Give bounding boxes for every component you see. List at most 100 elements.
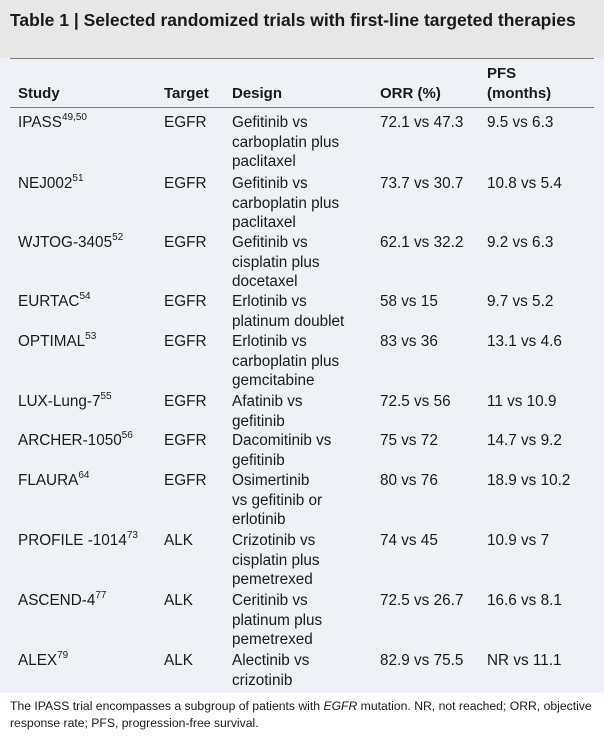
cell-design-line: cisplatin plus bbox=[232, 551, 320, 569]
cell-design-line: crizotinib bbox=[232, 671, 293, 689]
cell-design-line: cisplatin plus bbox=[232, 253, 320, 271]
study-reference: 53 bbox=[85, 330, 97, 342]
cell-study: WJTOG-340552 bbox=[18, 231, 124, 253]
cell-design-line: vs gefitinib or bbox=[232, 491, 323, 509]
cell-design-line: Gefitinib vs bbox=[232, 175, 308, 192]
cell-target: EGFR bbox=[164, 114, 207, 131]
study-name: ASCEND-4 bbox=[18, 592, 96, 609]
cell-target: EGFR bbox=[164, 293, 207, 310]
cell-design-line: docetaxel bbox=[232, 273, 298, 291]
cell-target: EGFR bbox=[164, 175, 207, 192]
cell-design-line: platinum doublet bbox=[232, 312, 345, 330]
footnote-part1: The IPASS trial encompasses a subgroup o… bbox=[10, 699, 324, 713]
cell-study: OPTIMAL53 bbox=[18, 330, 97, 352]
study-reference: 77 bbox=[95, 589, 107, 601]
cell-orr: 72.5 vs 56 bbox=[380, 393, 451, 410]
cell-pfs: 18.9 vs 10.2 bbox=[487, 472, 571, 489]
top-rule bbox=[10, 58, 594, 59]
cell-pfs: 9.2 vs 6.3 bbox=[487, 234, 554, 251]
table-title: Table 1 | Selected randomized trials wit… bbox=[10, 10, 576, 30]
header-orr: ORR (%) bbox=[380, 85, 441, 102]
cell-orr: 82.9 vs 75.5 bbox=[380, 652, 464, 669]
cell-orr: 80 vs 76 bbox=[380, 472, 438, 489]
cell-study: IPASS49,50 bbox=[18, 111, 87, 133]
cell-target: EGFR bbox=[164, 432, 207, 449]
cell-target: EGFR bbox=[164, 393, 207, 410]
table-body-area: Study Target Design ORR (%) PFS (months)… bbox=[0, 58, 604, 693]
cell-pfs: 13.1 vs 4.6 bbox=[487, 333, 562, 350]
cell-design-line: Dacomitinib vs bbox=[232, 432, 332, 449]
header-pfs-unit: (months) bbox=[487, 85, 552, 102]
footnote-part2: mutation. NR, not reached; ORR, objectiv… bbox=[10, 699, 592, 730]
cell-pfs: 10.9 vs 7 bbox=[487, 532, 550, 549]
cell-pfs: 11 vs 10.9 bbox=[487, 393, 557, 410]
study-reference: 56 bbox=[121, 429, 133, 441]
footnote-italic: EGFR bbox=[323, 699, 358, 713]
cell-target: EGFR bbox=[164, 333, 207, 350]
study-reference: 64 bbox=[78, 469, 90, 481]
cell-study: EURTAC54 bbox=[18, 291, 91, 312]
cell-target: ALK bbox=[164, 532, 193, 549]
cell-orr: 83 vs 36 bbox=[380, 333, 438, 350]
cell-pfs: NR vs 11.1 bbox=[487, 652, 562, 669]
cell-study: ALEX79 bbox=[18, 649, 69, 671]
study-reference: 49,50 bbox=[61, 111, 87, 123]
cell-design-line: Erlotinib vs bbox=[232, 333, 307, 350]
study-reference: 51 bbox=[72, 172, 84, 184]
study-reference: 79 bbox=[57, 649, 69, 661]
cell-pfs: 16.6 vs 8.1 bbox=[487, 592, 562, 609]
cell-design-line: pemetrexed bbox=[232, 571, 313, 589]
study-name: ALEX bbox=[18, 652, 58, 669]
cell-design-line: Ceritinib vs bbox=[232, 592, 308, 609]
study-name: WJTOG-3405 bbox=[18, 234, 113, 251]
study-reference: 55 bbox=[100, 390, 112, 402]
cell-study: NEJ00251 bbox=[18, 172, 84, 194]
cell-design-line: erlotinib bbox=[232, 511, 286, 529]
cell-orr: 73.7 vs 30.7 bbox=[380, 175, 464, 192]
cell-study: FLAURA64 bbox=[18, 469, 90, 491]
cell-design-line: Afatinib vs bbox=[232, 393, 303, 410]
header-rule bbox=[10, 107, 594, 108]
cell-target: EGFR bbox=[164, 234, 207, 251]
cell-orr: 74 vs 45 bbox=[380, 532, 438, 549]
header-design: Design bbox=[232, 85, 283, 102]
footnote-text: The IPASS trial encompasses a subgroup o… bbox=[10, 698, 598, 732]
study-reference: 73 bbox=[126, 529, 138, 541]
cell-study: ARCHER-105056 bbox=[18, 429, 133, 451]
cell-pfs: 14.7 vs 9.2 bbox=[487, 432, 562, 449]
cell-pfs: 10.8 vs 5.4 bbox=[487, 175, 562, 192]
cell-design-line: gefitinib bbox=[232, 451, 285, 469]
study-reference: 52 bbox=[112, 231, 124, 243]
cell-design-line: gemcitabine bbox=[232, 372, 315, 390]
cell-design-line: carboplatin plus bbox=[232, 194, 340, 212]
study-name: PROFILE -1014 bbox=[18, 532, 127, 549]
cell-orr: 75 vs 72 bbox=[380, 432, 438, 449]
cell-study: LUX-Lung-755 bbox=[18, 390, 112, 412]
header-pfs: PFS bbox=[487, 65, 517, 82]
cell-orr: 58 vs 15 bbox=[380, 293, 438, 310]
header-study: Study bbox=[18, 85, 60, 102]
cell-study: ASCEND-477 bbox=[18, 589, 107, 611]
header-target: Target bbox=[164, 85, 209, 102]
cell-design-line: Gefitinib vs bbox=[232, 234, 308, 251]
study-name: FLAURA bbox=[18, 472, 79, 489]
cell-design-line: Osimertinib bbox=[232, 472, 310, 489]
cell-design-line: Crizotinib vs bbox=[232, 532, 316, 549]
study-name: OPTIMAL bbox=[18, 333, 86, 350]
cell-study: PROFILE -101473 bbox=[18, 529, 138, 551]
study-name: NEJ002 bbox=[18, 175, 73, 192]
cell-target: EGFR bbox=[164, 472, 207, 489]
table-footnote: The IPASS trial encompasses a subgroup o… bbox=[0, 693, 604, 743]
cell-design-line: Alectinib vs bbox=[232, 652, 310, 669]
cell-orr: 72.5 vs 26.7 bbox=[380, 592, 464, 609]
cell-design-line: pemetrexed bbox=[232, 631, 313, 649]
cell-orr: 62.1 vs 32.2 bbox=[380, 234, 464, 251]
cell-pfs: 9.7 vs 5.2 bbox=[487, 293, 554, 310]
cell-design-line: paclitaxel bbox=[232, 153, 296, 171]
study-name: ARCHER-1050 bbox=[18, 432, 122, 449]
cell-design-line: paclitaxel bbox=[232, 214, 296, 232]
cell-design-line: gefitinib bbox=[232, 412, 285, 430]
study-name: IPASS bbox=[18, 114, 62, 131]
study-name: LUX-Lung-7 bbox=[18, 393, 101, 410]
cell-design-line: carboplatin plus bbox=[232, 352, 340, 370]
